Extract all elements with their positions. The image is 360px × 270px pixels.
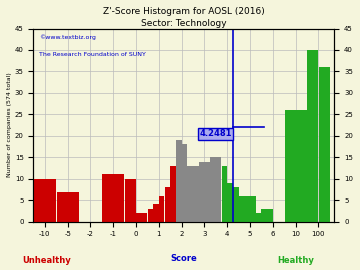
Bar — [125, 179, 136, 222]
Text: 4.2481: 4.2481 — [199, 129, 232, 139]
Bar — [210, 157, 216, 222]
Text: The Research Foundation of SUNY: The Research Foundation of SUNY — [40, 52, 146, 57]
Bar — [193, 166, 199, 222]
Bar — [165, 187, 170, 222]
Bar — [136, 213, 141, 222]
Y-axis label: Number of companies (574 total): Number of companies (574 total) — [7, 73, 12, 177]
Bar — [256, 213, 261, 222]
Bar — [176, 140, 181, 222]
Bar — [233, 187, 239, 222]
Bar — [319, 67, 330, 222]
Bar — [102, 174, 124, 222]
Bar — [204, 161, 210, 222]
Bar — [188, 166, 193, 222]
Bar — [261, 209, 267, 222]
Bar — [284, 110, 307, 222]
Bar — [57, 192, 79, 222]
Bar — [222, 166, 227, 222]
Bar — [227, 183, 233, 222]
Bar — [142, 213, 147, 222]
Bar — [153, 204, 159, 222]
Bar — [216, 157, 221, 222]
Bar — [148, 209, 153, 222]
Text: ©www.textbiz.org: ©www.textbiz.org — [40, 34, 96, 40]
Bar — [182, 144, 187, 222]
Bar — [239, 196, 244, 222]
Bar — [199, 161, 204, 222]
Bar — [170, 166, 176, 222]
Bar — [159, 196, 165, 222]
Bar — [244, 196, 250, 222]
X-axis label: Score: Score — [171, 254, 197, 263]
Text: Unhealthy: Unhealthy — [22, 256, 71, 265]
Text: Healthy: Healthy — [277, 256, 314, 265]
Bar — [250, 196, 256, 222]
Title: Z'-Score Histogram for AOSL (2016)
Sector: Technology: Z'-Score Histogram for AOSL (2016) Secto… — [103, 7, 265, 28]
Bar — [267, 209, 273, 222]
Bar — [307, 50, 318, 222]
Bar — [34, 179, 56, 222]
